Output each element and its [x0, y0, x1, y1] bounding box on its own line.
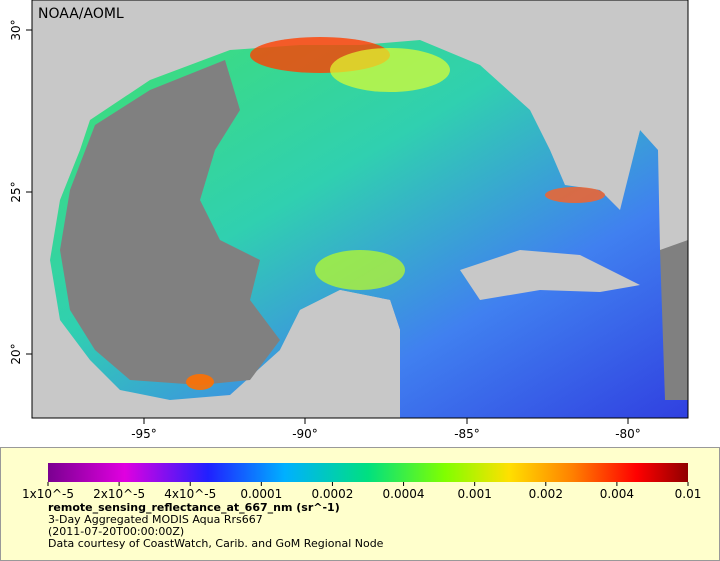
lat-label: 20°	[9, 343, 23, 364]
plume	[330, 48, 450, 92]
colorbar-label: 2x10^-5	[93, 487, 145, 501]
colorbar-label: 0.0004	[383, 487, 425, 501]
plume	[186, 374, 214, 390]
no-data-area	[60, 60, 280, 385]
legend-date: (2011-07-20T00:00:00Z)	[48, 525, 184, 538]
colorbar-label: 0.001	[457, 487, 491, 501]
colorbar-label: 0.0002	[311, 487, 353, 501]
colorbar-label: 0.002	[529, 487, 563, 501]
legend-credit: Data courtesy of CoastWatch, Carib. and …	[48, 537, 384, 550]
attribution-bg	[34, 2, 134, 24]
lat-label: 30°	[9, 19, 23, 40]
colorbar-label: 0.01	[675, 487, 702, 501]
map-area: NOAA/AOML	[31, 0, 689, 419]
lon-label: -95°	[131, 427, 157, 441]
land	[280, 290, 400, 418]
lon-label: -80°	[615, 427, 641, 441]
no-data-area	[660, 240, 688, 400]
plume	[315, 250, 405, 290]
plume	[545, 187, 605, 203]
colorbar-label: 0.004	[600, 487, 634, 501]
colorbar-label: 0.0001	[240, 487, 282, 501]
lon-label: -85°	[454, 427, 480, 441]
colorbar-label: 1x10^-5	[22, 487, 74, 501]
map-frame	[31, 0, 689, 419]
colorbar-label: 4x10^-5	[164, 487, 216, 501]
colorbar	[48, 463, 688, 482]
attribution: NOAA/AOML	[38, 6, 124, 22]
legend-product: 3-Day Aggregated MODIS Aqua Rrs667	[48, 513, 263, 526]
legend-variable: remote_sensing_reflectance_at_667_nm (sr…	[48, 501, 340, 514]
lon-label: -90°	[292, 427, 318, 441]
land	[560, 0, 650, 205]
lat-label: 25°	[9, 181, 23, 202]
land	[460, 250, 640, 300]
